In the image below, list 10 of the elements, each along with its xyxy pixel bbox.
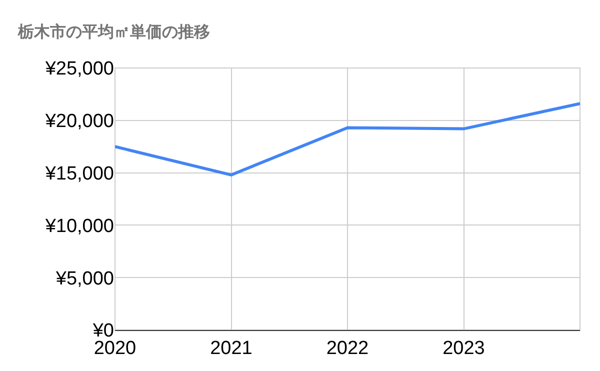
y-tick-label: ¥15,000 bbox=[44, 163, 114, 184]
y-tick-label: ¥5,000 bbox=[54, 268, 114, 290]
line-series bbox=[115, 102, 580, 176]
chart-title: 栃木市の平均㎡単価の推移 bbox=[17, 23, 210, 42]
y-tick-label: ¥20,000 bbox=[44, 111, 114, 132]
x-tick-label: 2021 bbox=[210, 338, 252, 359]
x-tick-label: 2022 bbox=[326, 338, 369, 359]
y-tick-label: ¥10,000 bbox=[44, 216, 114, 237]
y-tick-label: ¥25,000 bbox=[44, 58, 114, 80]
x-tick-label: 2023 bbox=[442, 338, 485, 359]
